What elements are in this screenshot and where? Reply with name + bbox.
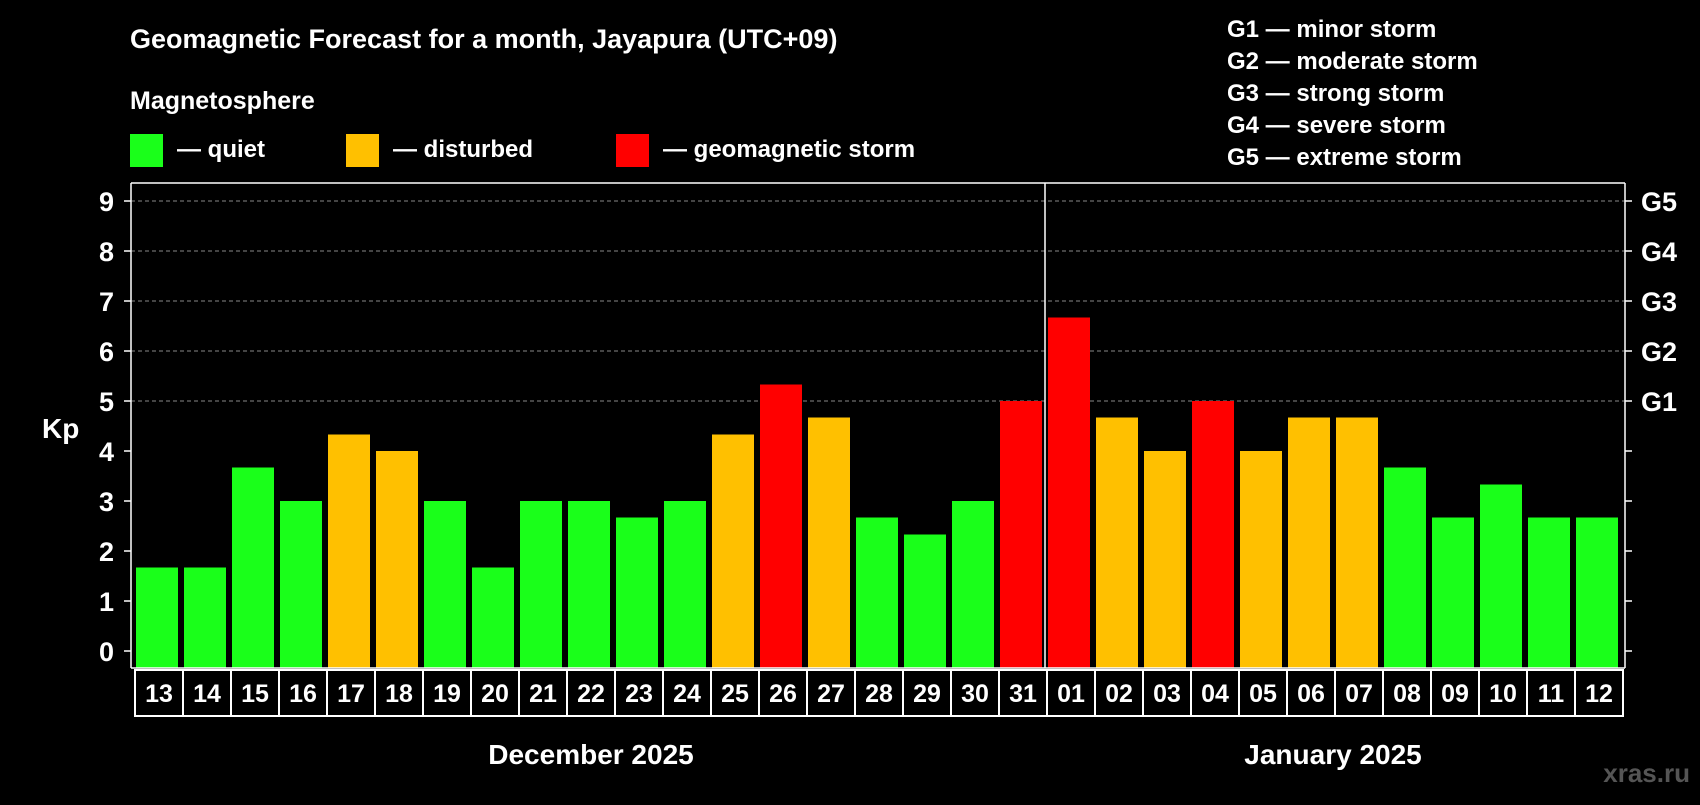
date-label-17: 17 bbox=[337, 680, 365, 708]
date-label-21: 21 bbox=[529, 680, 557, 708]
bar-09 bbox=[1432, 517, 1474, 668]
date-label-09: 09 bbox=[1441, 680, 1469, 708]
date-label-10: 10 bbox=[1489, 680, 1517, 708]
date-label-04: 04 bbox=[1201, 680, 1229, 708]
bar-04 bbox=[1192, 401, 1234, 668]
bar-25 bbox=[712, 434, 754, 668]
bar-05 bbox=[1240, 451, 1282, 668]
month-label-december: December 2025 bbox=[488, 739, 693, 770]
bar-13 bbox=[136, 567, 178, 668]
date-label-18: 18 bbox=[385, 680, 413, 708]
y-tick-label-8: 8 bbox=[99, 237, 114, 267]
bar-14 bbox=[184, 567, 226, 668]
g-scale-label-G3: G3 bbox=[1641, 287, 1677, 317]
bar-15 bbox=[232, 467, 274, 668]
date-row-frame bbox=[134, 669, 1624, 717]
g-scale-label-G2: G2 bbox=[1641, 337, 1677, 367]
y-tick-label-2: 2 bbox=[99, 537, 114, 567]
date-label-11: 11 bbox=[1538, 680, 1565, 708]
date-label-16: 16 bbox=[289, 680, 317, 708]
y-tick-label-9: 9 bbox=[99, 187, 114, 217]
date-label-08: 08 bbox=[1393, 680, 1421, 708]
legend-label-storm: — geomagnetic storm bbox=[663, 136, 915, 163]
bar-11 bbox=[1528, 517, 1570, 668]
legend-swatch-storm bbox=[616, 134, 649, 167]
bar-31 bbox=[1000, 401, 1042, 668]
date-label-22: 22 bbox=[577, 680, 605, 708]
bar-21 bbox=[520, 501, 562, 668]
date-label-13: 13 bbox=[145, 680, 173, 708]
g-scale-label-G4: G4 bbox=[1641, 237, 1677, 267]
storm-scale-g1: G1 — minor storm bbox=[1227, 16, 1436, 43]
y-tick-label-4: 4 bbox=[99, 437, 114, 467]
chart-title: Geomagnetic Forecast for a month, Jayapu… bbox=[130, 24, 837, 54]
bar-10 bbox=[1480, 484, 1522, 668]
bar-28 bbox=[856, 517, 898, 668]
y-tick-label-1: 1 bbox=[99, 587, 114, 617]
legend-label-disturbed: — disturbed bbox=[393, 136, 533, 163]
bar-23 bbox=[616, 517, 658, 668]
bar-12 bbox=[1576, 517, 1618, 668]
legend-swatch-quiet bbox=[130, 134, 163, 167]
date-label-30: 30 bbox=[961, 680, 989, 708]
bar-07 bbox=[1336, 417, 1378, 668]
bar-17 bbox=[328, 434, 370, 668]
bar-22 bbox=[568, 501, 610, 668]
bar-26 bbox=[760, 384, 802, 668]
date-label-19: 19 bbox=[433, 680, 461, 708]
date-label-15: 15 bbox=[241, 680, 269, 708]
date-label-28: 28 bbox=[865, 680, 893, 708]
storm-scale-g3: G3 — strong storm bbox=[1227, 80, 1444, 107]
storm-scale-g4: G4 — severe storm bbox=[1227, 112, 1446, 139]
y-tick-label-0: 0 bbox=[99, 637, 114, 667]
g-scale-label-G5: G5 bbox=[1641, 187, 1677, 217]
y-tick-label-3: 3 bbox=[99, 487, 114, 517]
date-label-25: 25 bbox=[721, 680, 749, 708]
y-tick-label-7: 7 bbox=[99, 287, 114, 317]
date-label-05: 05 bbox=[1249, 680, 1277, 708]
legend-heading: Magnetosphere bbox=[130, 87, 315, 115]
bar-24 bbox=[664, 501, 706, 668]
date-label-27: 27 bbox=[817, 680, 845, 708]
watermark: xras.ru bbox=[1603, 758, 1690, 788]
date-label-07: 07 bbox=[1345, 680, 1373, 708]
y-tick-label-6: 6 bbox=[99, 337, 114, 367]
date-label-20: 20 bbox=[481, 680, 509, 708]
legend-label-quiet: — quiet bbox=[177, 136, 265, 163]
bar-29 bbox=[904, 534, 946, 668]
bar-20 bbox=[472, 567, 514, 668]
legend-swatch-disturbed bbox=[346, 134, 379, 167]
date-label-26: 26 bbox=[769, 680, 797, 708]
date-label-03: 03 bbox=[1153, 680, 1181, 708]
bar-03 bbox=[1144, 451, 1186, 668]
y-tick-label-5: 5 bbox=[99, 387, 114, 417]
bar-30 bbox=[952, 501, 994, 668]
bar-19 bbox=[424, 501, 466, 668]
date-label-14: 14 bbox=[193, 680, 221, 708]
bar-18 bbox=[376, 451, 418, 668]
date-label-31: 31 bbox=[1009, 680, 1037, 708]
bar-08 bbox=[1384, 467, 1426, 668]
bar-06 bbox=[1288, 417, 1330, 668]
bar-02 bbox=[1096, 417, 1138, 668]
g-scale-label-G1: G1 bbox=[1641, 387, 1677, 417]
date-label-12: 12 bbox=[1585, 680, 1613, 708]
bar-16 bbox=[280, 501, 322, 668]
bar-01 bbox=[1048, 317, 1090, 668]
month-label-january: January 2025 bbox=[1244, 739, 1421, 770]
bar-27 bbox=[808, 417, 850, 668]
date-label-01: 01 bbox=[1057, 680, 1085, 708]
date-label-02: 02 bbox=[1105, 680, 1133, 708]
date-label-24: 24 bbox=[673, 680, 701, 708]
date-label-06: 06 bbox=[1297, 680, 1325, 708]
y-axis-label: Kp bbox=[42, 413, 79, 444]
date-label-23: 23 bbox=[625, 680, 653, 708]
date-label-29: 29 bbox=[913, 680, 941, 708]
storm-scale-g2: G2 — moderate storm bbox=[1227, 48, 1478, 75]
storm-scale-g5: G5 — extreme storm bbox=[1227, 144, 1462, 171]
